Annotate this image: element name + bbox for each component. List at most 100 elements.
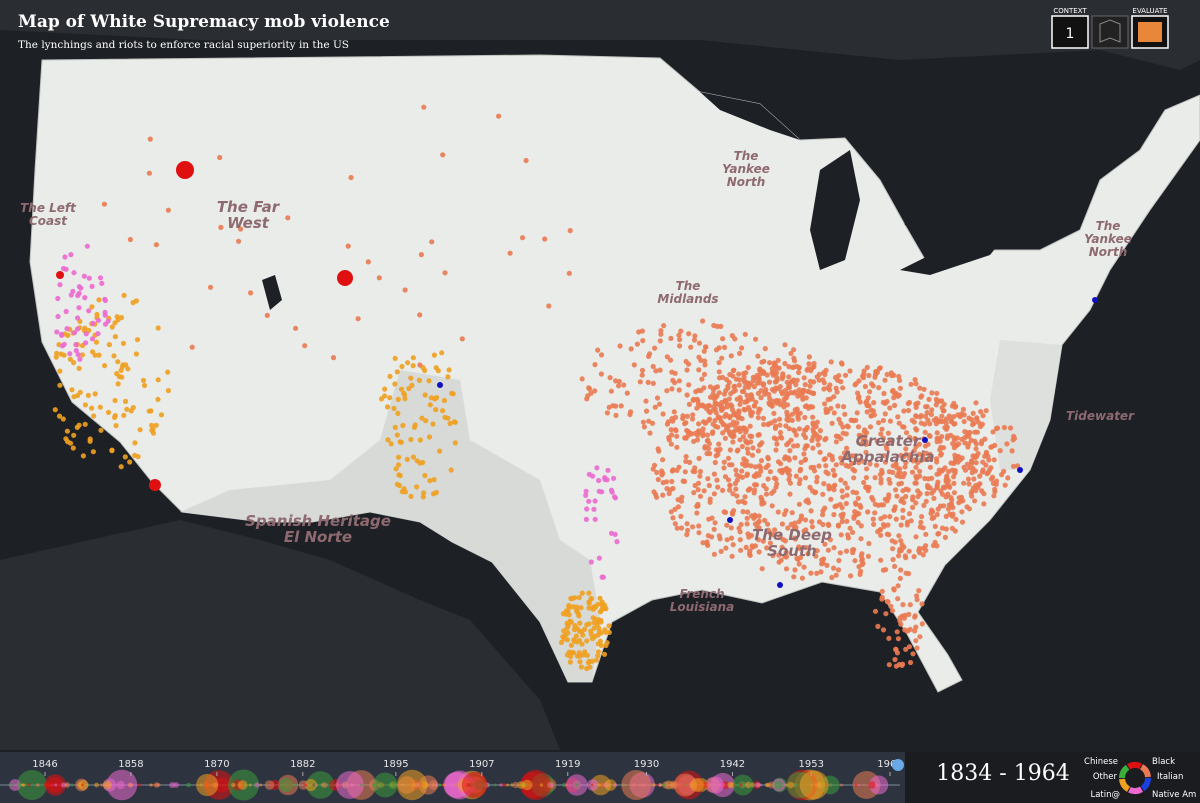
incident-dot [665, 419, 672, 425]
incident-dot [895, 414, 901, 420]
incident-dot [878, 532, 884, 538]
incident-dot [598, 371, 605, 377]
incident-dot [112, 397, 118, 404]
incident-dot [959, 519, 966, 525]
incident-dot [762, 389, 769, 395]
incident-dot [897, 575, 903, 582]
incident-dot [680, 478, 686, 484]
incident-dot [944, 473, 950, 479]
incident-dot [741, 371, 747, 377]
map-button[interactable] [1091, 15, 1129, 49]
incident-dot [948, 501, 955, 507]
incident-dot [679, 525, 685, 531]
incident-dot [926, 396, 932, 402]
incident-dot [348, 174, 354, 181]
incident-dot [788, 389, 794, 396]
incident-dot [690, 397, 696, 403]
incident-dot [782, 360, 788, 367]
incident-dot [807, 383, 813, 389]
incident-dot [728, 525, 734, 531]
incident-dot [764, 545, 770, 551]
incident-dot [423, 418, 429, 424]
incident-dot [735, 415, 741, 421]
incident-dot [63, 308, 69, 315]
incident-dot [825, 521, 832, 528]
incident-dot [696, 455, 702, 461]
incident-dot [59, 331, 65, 337]
timeline-dot [438, 783, 442, 787]
incident-dot [832, 472, 838, 478]
incident-dot [330, 355, 337, 361]
incident-dot [767, 469, 774, 475]
incident-dot [394, 369, 400, 375]
incident-dot [651, 462, 658, 468]
incident-dot [421, 490, 427, 496]
incident-dot [811, 464, 817, 470]
incident-dot [777, 582, 783, 588]
region-label: French [679, 587, 724, 601]
incident-dot [819, 557, 825, 563]
incident-dot [921, 386, 927, 392]
timeline-dot [322, 782, 328, 788]
incident-dot [838, 512, 844, 518]
incident-dot [68, 252, 74, 258]
incident-dot [583, 488, 589, 494]
incident-dot [818, 569, 824, 575]
incident-dot [694, 405, 700, 411]
incident-dot [612, 495, 619, 501]
incident-dot [716, 402, 722, 408]
incident-dot [722, 398, 729, 404]
incident-dot [734, 493, 740, 499]
incident-dot [879, 426, 885, 432]
incident-dot [885, 599, 891, 605]
incident-dot [670, 418, 676, 424]
incident-dot [597, 609, 604, 615]
incident-dot [588, 631, 594, 638]
incident-dot [823, 367, 829, 373]
incident-dot [395, 396, 401, 402]
incident-dot [641, 424, 648, 430]
timeline[interactable]: 1846 1858 1870 1882 1895 1907 1919 1930 1942 1953… [0, 752, 905, 803]
incident-dot [376, 275, 382, 281]
context-button[interactable] [1051, 15, 1089, 49]
incident-dot [876, 420, 882, 426]
incident-dot [716, 441, 722, 447]
incident-dot [236, 238, 242, 244]
timeline-dots [9, 769, 889, 801]
incident-dot [945, 506, 952, 512]
incident-dot [923, 404, 929, 410]
incident-dot [962, 429, 968, 435]
incident-dot [809, 524, 816, 530]
timeline-dot [869, 775, 889, 795]
incident-dot [766, 400, 772, 406]
incident-dot [932, 523, 938, 530]
timeline-dot [80, 783, 84, 787]
incident-dot [890, 463, 896, 469]
incident-dot [793, 524, 799, 531]
incident-dot [736, 525, 742, 531]
incident-dot [720, 336, 726, 342]
legend-label: Native Am [1152, 790, 1196, 800]
incident-dot [91, 413, 97, 419]
incident-dot [756, 513, 762, 519]
incident-dot [439, 350, 445, 356]
incident-dot [696, 523, 702, 529]
incident-dot [102, 363, 108, 369]
timeline-handle[interactable] [892, 759, 904, 771]
title: Map of White Supremacy mob violence [18, 12, 390, 32]
incident-dot [856, 511, 862, 517]
incident-dot [655, 476, 661, 483]
incident-dot [730, 491, 736, 497]
incident-dot [756, 525, 762, 531]
incident-dot [153, 422, 159, 428]
incident-dot [907, 602, 913, 608]
incident-dot [706, 408, 712, 414]
incident-dot [882, 514, 888, 520]
incident-dot [89, 283, 95, 289]
incident-dot [686, 331, 692, 337]
incident-dot [803, 395, 809, 401]
incident-dot [624, 390, 630, 396]
incident-dot [57, 282, 63, 288]
incident-dot [716, 345, 722, 351]
incident-dot [865, 488, 871, 494]
